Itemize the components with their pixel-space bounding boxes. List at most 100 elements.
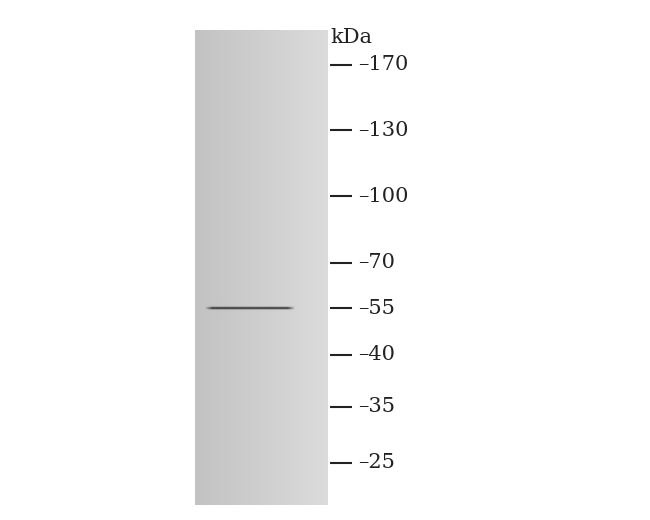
- Bar: [324, 30, 326, 505]
- Bar: [320, 30, 321, 505]
- Bar: [235, 30, 236, 505]
- Bar: [227, 30, 228, 505]
- Bar: [261, 30, 263, 505]
- Bar: [255, 30, 256, 505]
- Bar: [324, 30, 325, 505]
- Text: –25: –25: [358, 453, 395, 473]
- Bar: [245, 30, 246, 505]
- Text: –100: –100: [358, 187, 408, 205]
- Bar: [257, 30, 258, 505]
- Bar: [222, 30, 223, 505]
- Bar: [281, 30, 283, 505]
- Bar: [306, 30, 307, 505]
- Bar: [216, 30, 217, 505]
- Bar: [289, 30, 291, 505]
- Bar: [231, 30, 233, 505]
- Text: kDa: kDa: [330, 28, 372, 47]
- Text: –40: –40: [358, 345, 395, 365]
- Bar: [248, 30, 250, 505]
- Bar: [202, 30, 203, 505]
- Bar: [268, 30, 269, 505]
- Bar: [307, 30, 308, 505]
- Bar: [195, 30, 196, 505]
- Bar: [229, 30, 231, 505]
- Bar: [233, 30, 234, 505]
- Bar: [277, 30, 278, 505]
- Bar: [252, 30, 253, 505]
- Bar: [267, 30, 268, 505]
- Bar: [258, 30, 259, 505]
- Bar: [305, 30, 306, 505]
- Bar: [315, 30, 316, 505]
- Bar: [237, 30, 238, 505]
- Bar: [266, 30, 267, 505]
- Bar: [259, 30, 261, 505]
- Bar: [247, 30, 248, 505]
- Bar: [287, 30, 288, 505]
- Text: –170: –170: [358, 56, 408, 74]
- Bar: [272, 30, 274, 505]
- Bar: [304, 30, 305, 505]
- Bar: [198, 30, 200, 505]
- Text: –55: –55: [358, 298, 395, 318]
- Bar: [278, 30, 280, 505]
- Bar: [226, 30, 227, 505]
- Bar: [253, 30, 254, 505]
- Bar: [276, 30, 277, 505]
- Bar: [256, 30, 257, 505]
- Bar: [203, 30, 204, 505]
- Bar: [240, 30, 242, 505]
- Bar: [217, 30, 218, 505]
- Bar: [234, 30, 235, 505]
- Bar: [250, 30, 252, 505]
- Bar: [223, 30, 224, 505]
- Bar: [218, 30, 220, 505]
- Bar: [294, 30, 296, 505]
- Bar: [205, 30, 206, 505]
- Bar: [242, 30, 244, 505]
- Text: –130: –130: [358, 121, 408, 139]
- Bar: [196, 30, 197, 505]
- Bar: [285, 30, 286, 505]
- Bar: [297, 30, 298, 505]
- Bar: [201, 30, 202, 505]
- Bar: [269, 30, 270, 505]
- Bar: [208, 30, 209, 505]
- Bar: [238, 30, 239, 505]
- Bar: [302, 30, 304, 505]
- Bar: [200, 30, 201, 505]
- Bar: [322, 30, 324, 505]
- Bar: [283, 30, 285, 505]
- Bar: [254, 30, 255, 505]
- Bar: [288, 30, 289, 505]
- Bar: [296, 30, 297, 505]
- Bar: [264, 30, 265, 505]
- Bar: [286, 30, 287, 505]
- Bar: [225, 30, 226, 505]
- Bar: [263, 30, 264, 505]
- Bar: [298, 30, 299, 505]
- Bar: [236, 30, 237, 505]
- Bar: [274, 30, 275, 505]
- Bar: [224, 30, 225, 505]
- Bar: [291, 30, 292, 505]
- Bar: [300, 30, 302, 505]
- Bar: [313, 30, 315, 505]
- Bar: [246, 30, 247, 505]
- Bar: [207, 30, 208, 505]
- Bar: [244, 30, 245, 505]
- Bar: [265, 30, 266, 505]
- Bar: [299, 30, 300, 505]
- Bar: [311, 30, 313, 505]
- Bar: [321, 30, 322, 505]
- Bar: [197, 30, 198, 505]
- Bar: [310, 30, 311, 505]
- Bar: [318, 30, 319, 505]
- Bar: [209, 30, 211, 505]
- Bar: [270, 30, 272, 505]
- Bar: [211, 30, 212, 505]
- Bar: [204, 30, 205, 505]
- Bar: [239, 30, 240, 505]
- Bar: [292, 30, 294, 505]
- Bar: [213, 30, 214, 505]
